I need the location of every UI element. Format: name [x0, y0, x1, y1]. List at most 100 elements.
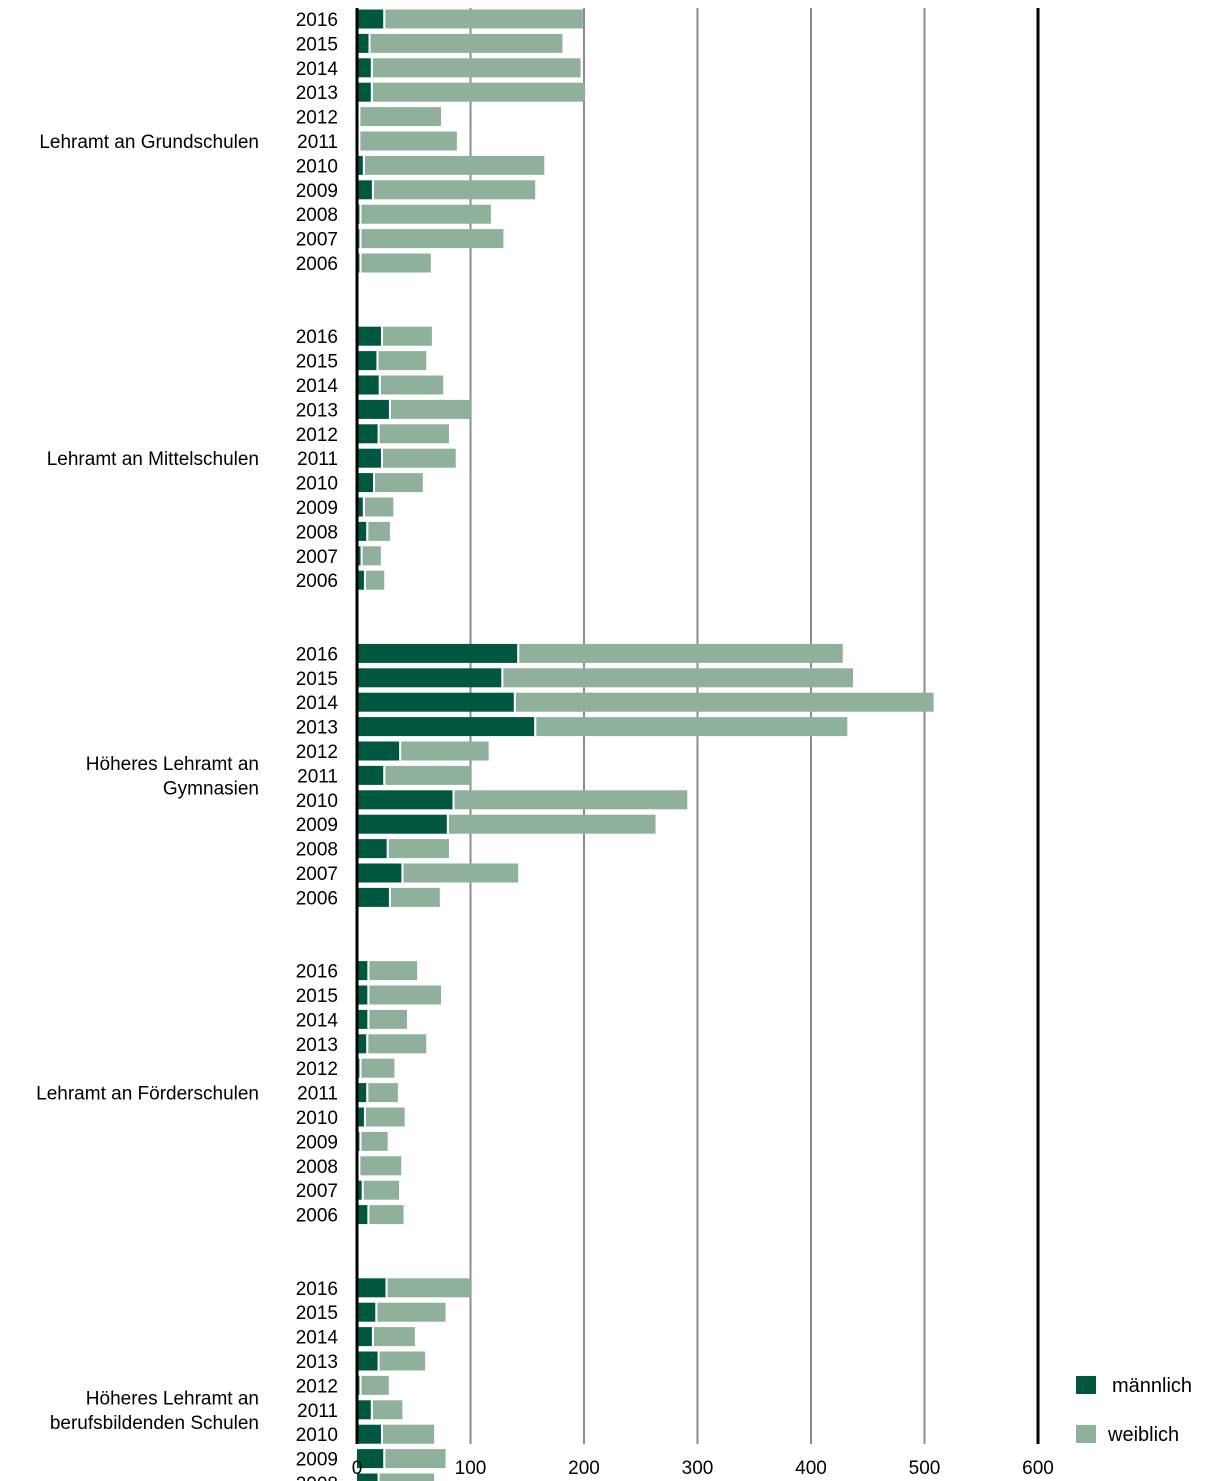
bar-weiblich	[360, 1156, 402, 1176]
bar-weiblich	[372, 58, 581, 78]
bar-weiblich	[385, 9, 583, 29]
bar-weiblich	[373, 1327, 415, 1347]
bar-weiblich	[364, 155, 545, 175]
bar-maennlich	[357, 1083, 368, 1103]
x-tick-label-400: 400	[795, 1458, 827, 1479]
bar-weiblich	[368, 1083, 398, 1103]
year-label: 2009	[296, 498, 338, 519]
year-label: 2016	[296, 962, 338, 983]
year-label: 2009	[296, 1132, 338, 1153]
year-label: 2009	[296, 815, 338, 836]
group-labels: Lehramt an Grundschulen Lehramt an Mittel…	[36, 132, 259, 1434]
year-label: 2016	[296, 644, 338, 665]
year-label: 2007	[296, 864, 338, 885]
bar-maennlich	[357, 9, 385, 29]
bar-maennlich	[357, 668, 503, 688]
x-tick-label-0: 0	[352, 1458, 363, 1479]
bar-weiblich	[454, 790, 688, 810]
bar-weiblich	[382, 326, 432, 346]
legend: männlich weiblich	[1076, 1375, 1192, 1446]
bar-weiblich	[365, 1107, 405, 1127]
bar-weiblich	[361, 229, 504, 249]
year-label: 2012	[296, 1059, 338, 1080]
bar-weiblich	[378, 351, 427, 371]
year-label: 2015	[296, 34, 338, 55]
bar-weiblich	[385, 765, 471, 785]
bar-weiblich	[369, 985, 441, 1005]
bar-maennlich	[357, 1449, 385, 1469]
bar-weiblich	[377, 1302, 446, 1322]
bar-maennlich	[357, 1424, 382, 1444]
bar-maennlich	[357, 326, 382, 346]
year-label: 2015	[296, 986, 338, 1007]
bar-weiblich	[519, 643, 843, 663]
x-tick-label-200: 200	[568, 1458, 600, 1479]
bar-maennlich	[357, 1400, 372, 1420]
year-label: 2008	[296, 522, 338, 543]
bar-weiblich	[361, 1131, 388, 1151]
bar-maennlich	[357, 1131, 361, 1151]
year-label: 2011	[297, 766, 338, 787]
legend-label-maennlich: männlich	[1112, 1375, 1192, 1397]
legend-swatch-weiblich	[1076, 1425, 1096, 1443]
bar-weiblich	[361, 204, 491, 224]
x-axis-tick-labels: 0 100 200 300 400 500 600	[352, 1458, 1054, 1479]
year-label: 2013	[296, 718, 338, 739]
year-label: 2007	[296, 1181, 338, 1202]
bar-maennlich	[357, 521, 368, 541]
year-label: 2012	[296, 1376, 338, 1397]
year-label: 2007	[296, 547, 338, 568]
bar-weiblich	[363, 1180, 399, 1200]
bar-maennlich	[357, 1180, 363, 1200]
x-tick-label-300: 300	[682, 1458, 714, 1479]
bar-maennlich	[357, 497, 364, 517]
bar-maennlich	[357, 1278, 387, 1298]
bar-maennlich	[357, 399, 390, 419]
bar-maennlich	[357, 1034, 368, 1054]
year-label: 2012	[296, 108, 338, 129]
year-label: 2006	[296, 888, 338, 909]
bar-maennlich	[357, 1473, 379, 1481]
bar-weiblich	[448, 814, 656, 834]
bar-maennlich	[357, 375, 380, 395]
year-labels: 2016 2015 2014 2013 2012 2011 2010 2009 2008 2007…	[296, 10, 339, 1481]
year-label: 2006	[296, 571, 338, 592]
year-label: 2014	[296, 59, 339, 80]
year-label: 2011	[297, 132, 338, 153]
bar-maennlich	[357, 180, 373, 200]
bar-maennlich	[357, 351, 378, 371]
year-label: 2011	[297, 449, 338, 470]
x-tick-label-500: 500	[909, 1458, 941, 1479]
year-label: 2015	[296, 1303, 338, 1324]
bar-maennlich	[357, 790, 454, 810]
bar-weiblich	[382, 1424, 435, 1444]
bar-maennlich	[357, 643, 519, 663]
bar-maennlich	[357, 1302, 377, 1322]
bar-maennlich	[357, 765, 385, 785]
bar-weiblich	[369, 1205, 404, 1225]
year-label: 2011	[297, 1084, 338, 1105]
bar-maennlich	[357, 692, 515, 712]
bar-maennlich	[357, 33, 370, 53]
bar-weiblich	[369, 961, 418, 981]
bar-maennlich	[357, 448, 382, 468]
bars	[357, 9, 934, 1481]
bar-weiblich	[361, 1375, 389, 1395]
year-label: 2008	[296, 840, 338, 861]
bar-maennlich	[357, 839, 388, 859]
year-label: 2011	[297, 1401, 338, 1422]
year-label: 2012	[296, 425, 338, 446]
year-label: 2008	[296, 1474, 338, 1481]
bar-weiblich	[382, 448, 456, 468]
bar-weiblich	[390, 887, 440, 907]
bar-maennlich	[357, 961, 369, 981]
group-label: Höheres Lehramt an berufsbildenden Schule…	[50, 1389, 259, 1435]
year-label: 2015	[296, 352, 338, 373]
bar-maennlich	[357, 1351, 379, 1371]
bar-weiblich	[370, 33, 563, 53]
bar-weiblich	[387, 1278, 471, 1298]
bar-maennlich	[357, 741, 401, 761]
bar-weiblich	[372, 82, 586, 102]
bar-weiblich	[368, 1034, 427, 1054]
